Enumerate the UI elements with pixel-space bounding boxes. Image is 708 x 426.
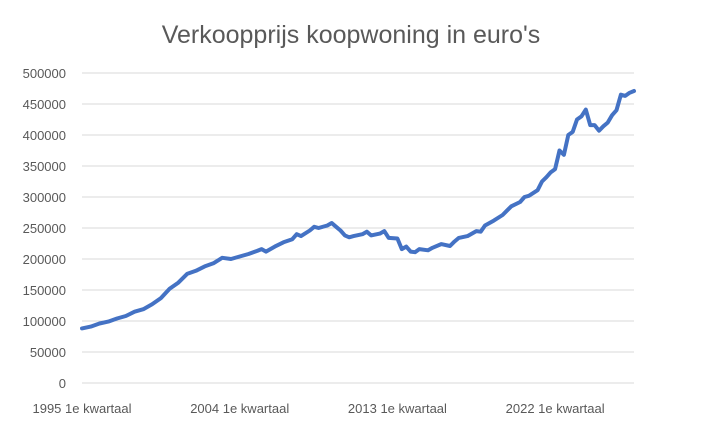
y-tick-label: 400000 xyxy=(23,128,66,143)
series-line-verkoopprijs xyxy=(80,89,636,331)
x-tick-label: 2013 1e kwartaal xyxy=(348,401,447,416)
y-tick-label: 250000 xyxy=(23,221,66,236)
y-tick-label: 0 xyxy=(59,376,66,391)
x-axis-ticks: 1995 1e kwartaal 2004 1e kwartaal 2013 1e … xyxy=(32,401,604,416)
y-tick-label: 150000 xyxy=(23,283,66,298)
series-layer xyxy=(80,89,636,331)
y-axis-ticks: 0 50000 100000 150000 200000 250000 300000 3500… xyxy=(23,66,66,391)
x-tick-label: 2004 1e kwartaal xyxy=(190,401,289,416)
gridlines xyxy=(82,72,634,384)
y-tick-label: 200000 xyxy=(23,252,66,267)
x-tick-label: 2022 1e kwartaal xyxy=(506,401,605,416)
y-tick-label: 100000 xyxy=(23,314,66,329)
y-tick-label: 500000 xyxy=(23,66,66,81)
y-tick-label: 450000 xyxy=(23,97,66,112)
chart-title: Verkoopprijs koopwoning in euro's xyxy=(162,21,541,49)
y-tick-label: 350000 xyxy=(23,159,66,174)
y-tick-label: 50000 xyxy=(30,345,66,360)
x-tick-label: 1995 1e kwartaal xyxy=(32,401,131,416)
y-tick-label: 300000 xyxy=(23,190,66,205)
